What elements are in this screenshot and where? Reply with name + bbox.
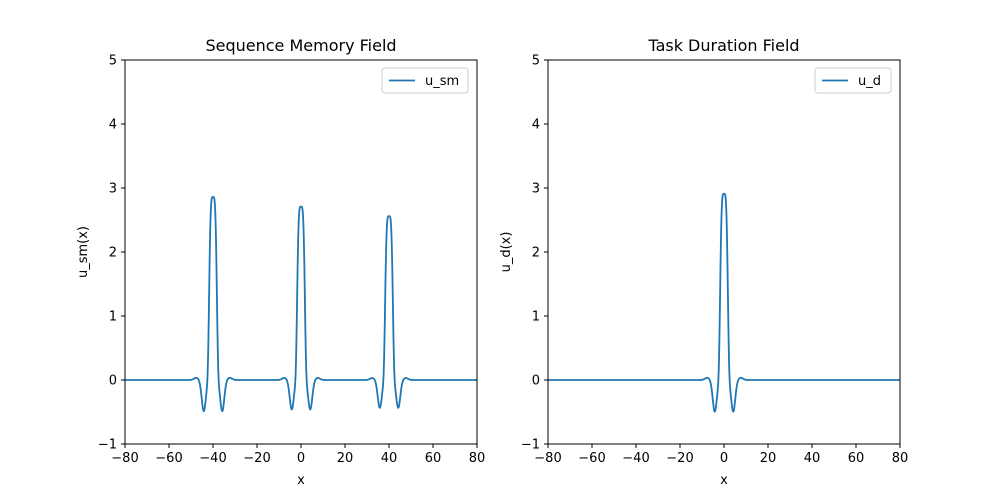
plot-frame — [547, 59, 901, 445]
legend-box — [814, 67, 892, 94]
y-tick-label: 0 — [109, 374, 117, 389]
chart-title: Sequence Memory Field — [205, 36, 396, 55]
x-tick-label: −20 — [243, 451, 270, 466]
x-tick-label: 0 — [720, 451, 728, 466]
y-tick-label: −1 — [521, 438, 540, 453]
x-tick-label: −20 — [666, 451, 693, 466]
y-tick-label: 1 — [532, 310, 540, 325]
y-tick-label: 4 — [532, 118, 540, 133]
series-line-u_d — [547, 192, 901, 413]
y-tick-label: 3 — [532, 182, 540, 197]
y-tick-label: 2 — [109, 246, 117, 261]
plot-frame — [124, 59, 478, 445]
legend: u_d — [814, 67, 892, 94]
y-axis-label: u_sm(x) — [76, 226, 91, 278]
series-line-u_sm — [124, 196, 478, 412]
x-tick-label: 0 — [297, 451, 305, 466]
x-tick-label: 20 — [760, 451, 777, 466]
x-tick-label: −40 — [622, 451, 649, 466]
x-tick-label: 40 — [804, 451, 821, 466]
chart-panel-sequence-memory: Sequence Memory Field−80 −60 −40 −20 0 20 40 60… — [76, 36, 485, 488]
y-tick-label: −1 — [98, 438, 117, 453]
x-axis-label: x — [297, 473, 305, 488]
x-tick-label: −80 — [111, 451, 138, 466]
y-tick-label: 1 — [109, 310, 117, 325]
y-tick-label: 5 — [532, 54, 540, 69]
y-tick-label: 2 — [532, 246, 540, 261]
x-axis-label: x — [720, 473, 728, 488]
legend-box — [381, 67, 469, 94]
y-tick-label: 5 — [109, 54, 117, 69]
y-tick-label: 4 — [109, 118, 117, 133]
y-axis-label: u_d(x) — [499, 232, 514, 273]
legend-label: u_d — [858, 74, 881, 89]
x-tick-label: 40 — [381, 451, 398, 466]
legend: u_sm — [381, 67, 469, 94]
x-tick-label: 80 — [892, 451, 909, 466]
x-tick-label: 60 — [425, 451, 442, 466]
x-tick-label: −80 — [534, 451, 561, 466]
x-tick-label: 80 — [469, 451, 486, 466]
x-tick-label: 20 — [337, 451, 354, 466]
y-tick-label: 3 — [109, 182, 117, 197]
y-tick-label: 0 — [532, 374, 540, 389]
chart-title: Task Duration Field — [647, 36, 799, 55]
x-tick-label: −40 — [199, 451, 226, 466]
legend-label: u_sm — [425, 74, 459, 89]
chart-panel-task-duration: Task Duration Field−80 −60 −40 −20 0 20 40 60 80… — [499, 36, 908, 488]
x-tick-label: 60 — [848, 451, 865, 466]
x-tick-label: −60 — [155, 451, 182, 466]
x-tick-label: −60 — [578, 451, 605, 466]
